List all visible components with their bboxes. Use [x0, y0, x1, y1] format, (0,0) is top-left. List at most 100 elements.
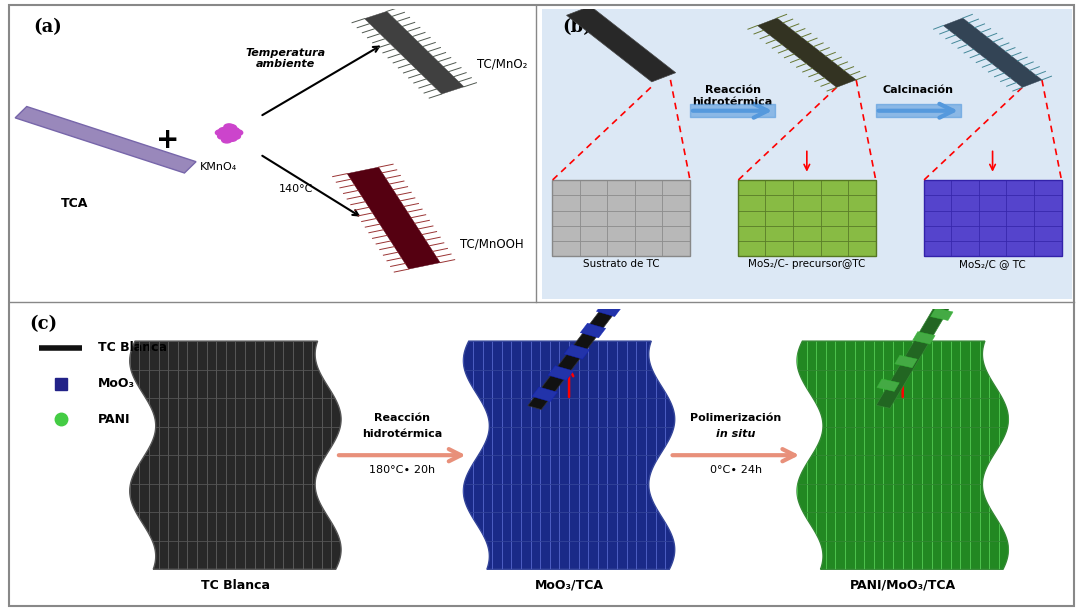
Polygon shape — [848, 180, 876, 196]
Text: PANI/MoO₃/TCA: PANI/MoO₃/TCA — [850, 579, 956, 592]
Polygon shape — [738, 225, 766, 241]
Circle shape — [216, 130, 225, 136]
Polygon shape — [951, 211, 979, 225]
Polygon shape — [766, 225, 793, 241]
Polygon shape — [635, 211, 663, 225]
Polygon shape — [738, 180, 766, 196]
Polygon shape — [15, 106, 196, 173]
Polygon shape — [1006, 196, 1034, 211]
Polygon shape — [348, 167, 440, 269]
Polygon shape — [793, 211, 821, 225]
Polygon shape — [663, 211, 690, 225]
Polygon shape — [365, 12, 464, 94]
Polygon shape — [552, 225, 579, 241]
Polygon shape — [924, 225, 951, 241]
Text: Calcinación: Calcinación — [883, 84, 954, 95]
Polygon shape — [613, 280, 638, 295]
Polygon shape — [579, 211, 608, 225]
Polygon shape — [877, 379, 899, 392]
Polygon shape — [1034, 211, 1061, 225]
Polygon shape — [924, 241, 951, 256]
Polygon shape — [635, 225, 663, 241]
Polygon shape — [548, 366, 574, 381]
Polygon shape — [757, 18, 857, 87]
Text: TC Blanca: TC Blanca — [97, 341, 167, 354]
Polygon shape — [738, 241, 766, 256]
Polygon shape — [663, 225, 690, 241]
Polygon shape — [821, 225, 848, 241]
Text: KMnO₄: KMnO₄ — [200, 163, 237, 172]
Polygon shape — [580, 323, 605, 338]
Polygon shape — [848, 241, 876, 256]
Polygon shape — [821, 241, 848, 256]
Polygon shape — [793, 225, 821, 241]
Polygon shape — [943, 18, 1042, 87]
Circle shape — [229, 128, 239, 133]
Text: Reacción
hidrotérmica: Reacción hidrotérmica — [692, 84, 772, 107]
Polygon shape — [663, 241, 690, 256]
Text: Temperatura
ambiente: Temperatura ambiente — [246, 48, 326, 69]
Polygon shape — [766, 241, 793, 256]
Polygon shape — [793, 180, 821, 196]
Text: TCA: TCA — [61, 197, 89, 210]
Circle shape — [226, 136, 237, 141]
Polygon shape — [924, 180, 951, 196]
Polygon shape — [564, 345, 589, 359]
Polygon shape — [635, 180, 663, 196]
Polygon shape — [635, 241, 663, 256]
Polygon shape — [552, 211, 579, 225]
Polygon shape — [1006, 180, 1034, 196]
Polygon shape — [608, 196, 635, 211]
Text: Reacción: Reacción — [375, 412, 430, 423]
Polygon shape — [951, 196, 979, 211]
Polygon shape — [766, 180, 793, 196]
Circle shape — [222, 137, 232, 143]
Polygon shape — [1006, 241, 1034, 256]
Polygon shape — [797, 341, 1008, 569]
Polygon shape — [924, 211, 951, 225]
FancyBboxPatch shape — [542, 9, 1072, 299]
Polygon shape — [635, 196, 663, 211]
Circle shape — [224, 131, 234, 137]
Circle shape — [219, 128, 230, 133]
Text: (a): (a) — [34, 18, 63, 36]
Polygon shape — [821, 180, 848, 196]
Polygon shape — [913, 332, 935, 344]
Polygon shape — [793, 196, 821, 211]
Polygon shape — [597, 302, 622, 316]
Polygon shape — [579, 241, 608, 256]
Polygon shape — [979, 180, 1006, 196]
Circle shape — [233, 130, 243, 136]
Polygon shape — [552, 180, 579, 196]
Polygon shape — [532, 387, 558, 401]
Polygon shape — [738, 196, 766, 211]
Polygon shape — [608, 225, 635, 241]
Polygon shape — [979, 196, 1006, 211]
Polygon shape — [552, 196, 579, 211]
Polygon shape — [895, 355, 917, 368]
Text: 140°C: 140°C — [278, 184, 313, 194]
Text: MoO₃: MoO₃ — [97, 377, 134, 390]
Polygon shape — [1034, 196, 1061, 211]
Polygon shape — [951, 180, 979, 196]
Text: hidrotérmica: hidrotérmica — [362, 429, 442, 439]
Polygon shape — [876, 268, 971, 408]
Polygon shape — [579, 225, 608, 241]
Polygon shape — [1034, 180, 1061, 196]
Polygon shape — [949, 284, 971, 297]
Polygon shape — [766, 196, 793, 211]
Circle shape — [230, 133, 240, 139]
Polygon shape — [924, 196, 951, 211]
Polygon shape — [951, 241, 979, 256]
Text: 0°C∙ 24h: 0°C∙ 24h — [709, 465, 762, 475]
Text: TC Blanca: TC Blanca — [201, 579, 270, 592]
Polygon shape — [848, 225, 876, 241]
Polygon shape — [663, 180, 690, 196]
Text: PANI: PANI — [97, 413, 130, 426]
Polygon shape — [527, 273, 642, 409]
Text: MoS₂/C- precursor@TC: MoS₂/C- precursor@TC — [748, 260, 865, 269]
Polygon shape — [848, 211, 876, 225]
Polygon shape — [766, 211, 793, 225]
Text: TC/MnOOH: TC/MnOOH — [459, 237, 523, 250]
Circle shape — [218, 133, 229, 139]
